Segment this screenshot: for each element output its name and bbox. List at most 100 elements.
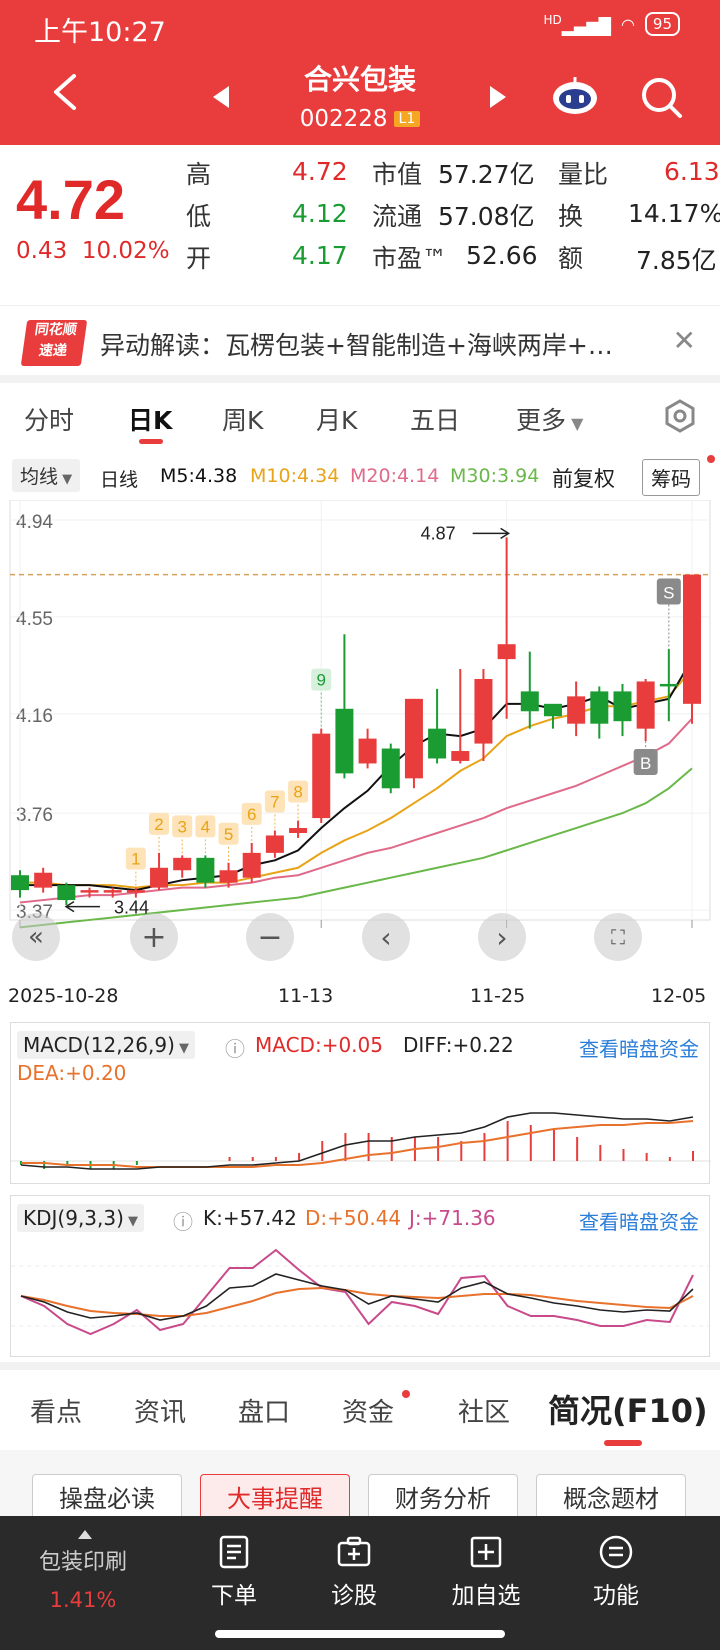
order-button[interactable]: 下单 [184, 1534, 284, 1610]
help-icon[interactable]: ⓘ [225, 1037, 245, 1061]
signal-badge [125, 847, 146, 870]
caret-down-icon: ▼ [174, 1041, 190, 1056]
sell-marker-label: S [663, 583, 674, 602]
sell-marker [656, 578, 681, 605]
fullscreen-icon: ⛶ [611, 925, 625, 949]
signal-number: 8 [293, 783, 302, 802]
change-percent: 10.02% [81, 238, 170, 264]
candle [683, 574, 701, 704]
functions-button[interactable]: 功能 [566, 1534, 666, 1610]
stock-code-row: 002228 L1 [0, 106, 720, 132]
tab-intraday[interactable]: 分时 [24, 406, 75, 435]
y-tick-label: 4.94 [16, 512, 53, 533]
tab-news[interactable]: 资讯 [134, 1398, 187, 1428]
back-arrow-icon[interactable] [50, 72, 80, 112]
menu-circle-icon [599, 1535, 633, 1569]
chevron-right-icon: › [496, 920, 508, 954]
signal-number: 9 [317, 671, 326, 690]
close-icon[interactable]: ✕ [672, 324, 696, 357]
help-icon[interactable]: ⓘ [173, 1210, 193, 1234]
robot-assistant-icon[interactable] [550, 76, 600, 116]
turnover-label: 换 [558, 202, 584, 231]
candle [34, 872, 53, 888]
mktcap-label: 市值 [372, 160, 423, 189]
add-square-icon [470, 1536, 502, 1568]
candle [80, 890, 99, 893]
low-label: 低 [186, 202, 212, 231]
candle [474, 678, 493, 744]
news-logo: 同花顺 速递 [20, 320, 88, 366]
next-stock-icon[interactable] [490, 86, 506, 108]
ma-select[interactable]: 均线 ▼ [12, 459, 81, 492]
news-text[interactable]: 异动解读：瓦楞包装+智能制造+海峡两岸+… [100, 331, 613, 360]
volratio-label: 量比 [558, 160, 609, 189]
chip-button[interactable]: 筹码 [642, 459, 700, 496]
pe-value: 52.66 [466, 241, 538, 270]
tab-more[interactable]: 更多 ▼ [516, 406, 584, 435]
tab-funds[interactable]: 资金 [342, 1398, 395, 1428]
kdj-panel[interactable]: KDJ(9,3,3) ▼ ⓘ K:+57.42 D:+50.44 J:+71.3… [10, 1195, 711, 1357]
signal-number: 7 [270, 793, 279, 812]
candle [590, 691, 609, 724]
candle [451, 751, 470, 761]
adjust-label[interactable]: 前复权 [552, 467, 615, 491]
bottom-action-bar: 包装印刷 1.41% 下单 诊股 加自选 [0, 1516, 720, 1650]
trading-guide-button[interactable]: 操盘必读 [32, 1474, 182, 1524]
diagnose-button[interactable]: 诊股 [304, 1534, 404, 1610]
tab-five-day[interactable]: 五日 [410, 406, 461, 435]
tab-daily-k[interactable]: 日K [128, 406, 173, 435]
tab-weekly-k[interactable]: 周K [222, 406, 264, 435]
macd-chart [11, 1112, 711, 1170]
tab-underline [604, 1440, 642, 1446]
wifi-icon: ◠ [620, 14, 635, 34]
candle [173, 857, 192, 871]
dark-pool-link[interactable]: 查看暗盘资金 [579, 1210, 699, 1234]
candle [520, 691, 539, 712]
financial-analysis-button[interactable]: 财务分析 [368, 1474, 518, 1524]
zoom-in-button[interactable]: + [130, 913, 178, 961]
caret-down-icon: ▼ [566, 414, 584, 433]
add-watchlist-button[interactable]: 加自选 [436, 1534, 536, 1610]
collapse-left-button[interactable]: « [12, 913, 60, 961]
signal-number: 4 [201, 817, 210, 836]
d-line [20, 1286, 694, 1317]
y-tick-label: 4.55 [16, 609, 53, 630]
document-icon [219, 1535, 249, 1569]
notification-dot [402, 1390, 410, 1398]
news-ticker[interactable]: 同花顺 速递 异动解读：瓦楞包装+智能制造+海峡两岸+… ✕ [0, 305, 720, 375]
signal-badge [149, 812, 170, 835]
zoom-out-button[interactable]: − [246, 913, 294, 961]
chevron-left-icon: ‹ [380, 920, 392, 954]
sector-indicator[interactable]: 包装印刷 1.41% [18, 1530, 148, 1612]
candle [11, 875, 29, 891]
dark-pool-link[interactable]: 查看暗盘资金 [579, 1037, 699, 1061]
tab-community[interactable]: 社区 [458, 1398, 511, 1428]
tab-f10[interactable]: 简况(F10) [548, 1392, 708, 1430]
signal-badge [195, 815, 216, 838]
kdj-select[interactable]: KDJ(9,3,3) ▼ [17, 1204, 145, 1232]
signal-number: 3 [177, 817, 186, 836]
home-indicator[interactable] [215, 1630, 505, 1638]
macd-panel[interactable]: MACD(12,26,9) ▼ ⓘ MACD:+0.05 DIFF:+0.22 … [10, 1022, 711, 1184]
diff-line [20, 1112, 694, 1170]
d-value: D:+50.44 [305, 1206, 402, 1230]
scroll-left-button[interactable]: ‹ [362, 913, 410, 961]
search-icon[interactable] [640, 76, 684, 120]
high-label: 高 [186, 160, 212, 189]
candle [613, 691, 632, 722]
ma10-label: M10:4.34 [250, 465, 340, 487]
date-label: 12-05 [651, 985, 707, 1007]
sector-percent: 1.41% [49, 1588, 117, 1612]
ma-legend-bar: 均线 ▼ 日线 M5:4.38 M10:4.34 M20:4.14 M30:3.… [0, 455, 720, 499]
tab-monthly-k[interactable]: 月K [316, 406, 358, 435]
float-value: 57.08亿 [438, 202, 535, 231]
tab-highlights[interactable]: 看点 [30, 1398, 83, 1428]
settings-hexagon-icon[interactable] [663, 399, 697, 433]
prev-stock-icon[interactable] [213, 86, 229, 108]
fullscreen-button[interactable]: ⛶ [594, 913, 642, 961]
tab-orderbook[interactable]: 盘口 [238, 1398, 291, 1428]
macd-select[interactable]: MACD(12,26,9) ▼ [17, 1031, 196, 1059]
scroll-right-button[interactable]: › [478, 913, 526, 961]
candle [636, 681, 655, 729]
